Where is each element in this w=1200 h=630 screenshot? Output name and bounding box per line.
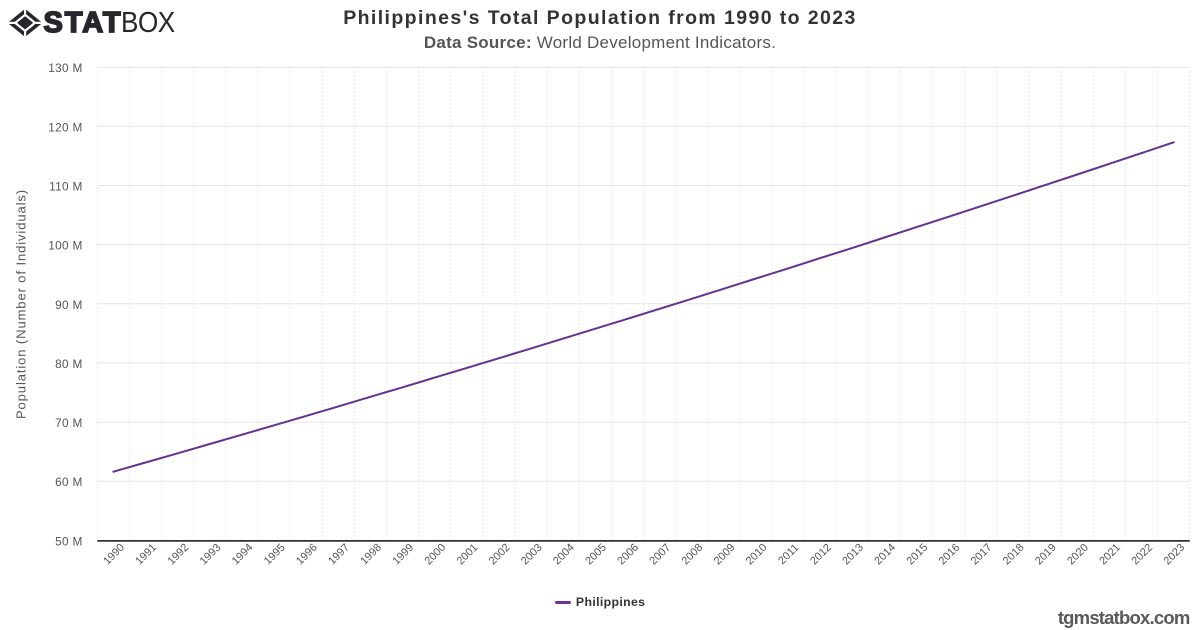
svg-text:100 M: 100 M <box>48 239 82 253</box>
svg-text:70 M: 70 M <box>55 416 82 430</box>
svg-text:1996: 1996 <box>294 542 320 568</box>
svg-text:2002: 2002 <box>487 542 513 568</box>
svg-text:2018: 2018 <box>1001 542 1027 568</box>
svg-text:2003: 2003 <box>519 542 545 568</box>
svg-text:1998: 1998 <box>358 542 384 568</box>
svg-text:1992: 1992 <box>166 542 192 568</box>
svg-text:1991: 1991 <box>133 542 159 568</box>
svg-text:2017: 2017 <box>969 542 995 568</box>
svg-text:2012: 2012 <box>808 542 834 568</box>
svg-text:2019: 2019 <box>1033 542 1059 568</box>
svg-text:80 M: 80 M <box>55 357 82 371</box>
svg-text:2008: 2008 <box>680 542 706 568</box>
svg-text:1994: 1994 <box>230 542 256 568</box>
svg-text:1997: 1997 <box>326 542 352 568</box>
svg-text:2005: 2005 <box>583 542 609 568</box>
svg-text:2006: 2006 <box>615 542 641 568</box>
svg-text:2010: 2010 <box>744 542 770 568</box>
svg-text:2022: 2022 <box>1129 542 1155 568</box>
svg-text:2009: 2009 <box>712 542 738 568</box>
svg-text:2001: 2001 <box>455 542 481 568</box>
svg-text:130 M: 130 M <box>48 61 82 75</box>
svg-text:90 M: 90 M <box>55 298 82 312</box>
svg-text:2007: 2007 <box>647 542 673 568</box>
svg-text:2020: 2020 <box>1065 542 1091 568</box>
svg-text:120 M: 120 M <box>48 120 82 134</box>
svg-text:2023: 2023 <box>1162 542 1188 568</box>
svg-text:50 M: 50 M <box>55 534 82 548</box>
svg-text:2000: 2000 <box>423 542 449 568</box>
svg-text:2004: 2004 <box>551 542 577 568</box>
svg-text:2016: 2016 <box>937 542 963 568</box>
svg-text:2014: 2014 <box>872 542 898 568</box>
svg-text:2011: 2011 <box>776 542 801 567</box>
svg-text:1995: 1995 <box>262 542 288 568</box>
svg-text:2013: 2013 <box>840 542 866 568</box>
svg-text:2015: 2015 <box>905 542 931 568</box>
svg-text:1999: 1999 <box>390 542 416 568</box>
svg-text:110 M: 110 M <box>49 180 82 194</box>
svg-text:2021: 2021 <box>1097 542 1123 568</box>
svg-text:1993: 1993 <box>198 542 224 568</box>
svg-text:60 M: 60 M <box>55 475 82 489</box>
svg-text:1990: 1990 <box>101 542 127 568</box>
svg-text:Population (Number of Individu: Population (Number of Individuals) <box>13 189 28 419</box>
